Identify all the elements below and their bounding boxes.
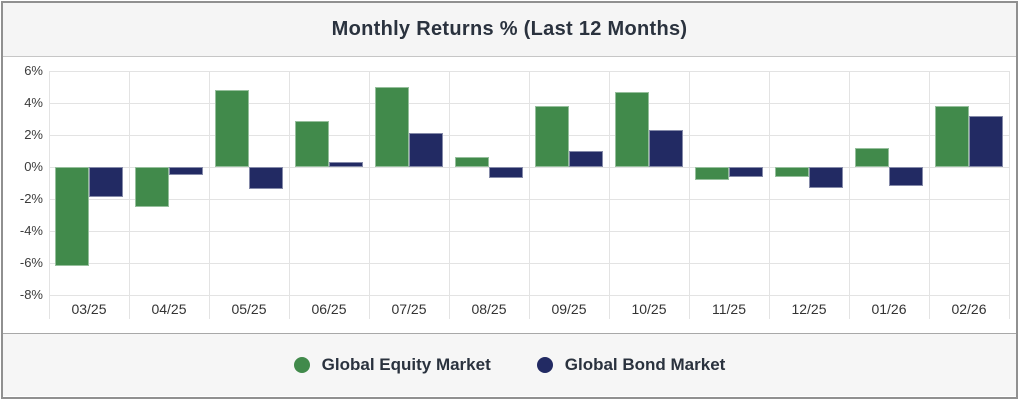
bar-bond — [969, 115, 1003, 167]
bar-bond — [889, 167, 923, 187]
y-axis-label: 0% — [24, 159, 43, 174]
x-axis-label: 05/25 — [231, 301, 267, 317]
chart-legend: Global Equity Market Global Bond Market — [3, 333, 1016, 396]
x-axis-label: 10/25 — [631, 301, 667, 317]
x-axis-label: 08/25 — [471, 301, 507, 317]
y-axis-label: 6% — [24, 63, 43, 78]
bar-bond — [409, 133, 443, 167]
bar-equity — [295, 120, 329, 167]
gridline-vertical — [449, 71, 450, 319]
bar-bond — [569, 151, 603, 167]
x-axis-label: 04/25 — [151, 301, 187, 317]
gridline-vertical — [689, 71, 690, 319]
bar-bond — [809, 167, 843, 188]
gridline-vertical — [529, 71, 530, 319]
x-axis-label: 01/26 — [871, 301, 907, 317]
bar-equity — [935, 106, 969, 167]
bar-bond — [329, 162, 363, 167]
gridline-vertical — [369, 71, 370, 319]
gridline-vertical — [1009, 71, 1010, 319]
bar-equity — [455, 157, 489, 167]
gridline-vertical — [209, 71, 210, 319]
gridline-vertical — [49, 71, 50, 319]
bar-bond — [169, 167, 203, 175]
bar-equity — [135, 167, 169, 207]
bar-equity — [855, 147, 889, 167]
y-axis-label: 4% — [24, 95, 43, 110]
y-axis-label: -6% — [19, 255, 43, 270]
chart-card: Monthly Returns % (Last 12 Months) 6% 4% 2… — [1, 1, 1018, 399]
bar-equity — [375, 87, 409, 167]
x-axis-label: 09/25 — [551, 301, 587, 317]
bar-bond — [489, 167, 523, 179]
chart-region: 6% 4% 2% 0% -2% -4% -6% -8% 03/25 04/25 05/25 06/25… — [3, 57, 1016, 333]
chart-title: Monthly Returns % (Last 12 Months) — [331, 18, 688, 40]
y-axis-label: -8% — [19, 287, 43, 302]
x-axis-label: 12/25 — [791, 301, 827, 317]
equity-legend-swatch-icon — [293, 357, 310, 373]
chart-header: Monthly Returns % (Last 12 Months) — [3, 3, 1016, 57]
gridline-vertical — [609, 71, 610, 319]
bar-equity — [695, 167, 729, 180]
gridline-vertical — [129, 71, 130, 319]
gridline-vertical — [769, 71, 770, 319]
gridline-vertical — [929, 71, 930, 319]
gridline-vertical — [849, 71, 850, 319]
x-axis-label: 02/26 — [951, 301, 987, 317]
x-axis-label: 07/25 — [391, 301, 427, 317]
y-axis-label: -2% — [19, 191, 43, 206]
bar-equity — [215, 90, 249, 167]
bar-bond — [249, 167, 283, 190]
y-axis-label: 2% — [24, 127, 43, 142]
gridline-vertical — [289, 71, 290, 319]
bar-bond — [89, 167, 123, 198]
y-axis-label: -4% — [19, 223, 43, 238]
bar-bond — [729, 167, 763, 177]
legend-label-bond: Global Bond Market — [564, 355, 726, 374]
bar-equity — [55, 167, 89, 267]
legend-item-equity[interactable]: Global Equity Market — [293, 355, 491, 375]
x-axis-label: 06/25 — [311, 301, 347, 317]
bar-equity — [535, 106, 569, 167]
bar-bond — [649, 130, 683, 167]
bar-equity — [615, 91, 649, 167]
bond-legend-swatch-icon — [536, 357, 553, 373]
legend-item-bond[interactable]: Global Bond Market — [536, 355, 726, 375]
x-axis-label: 03/25 — [71, 301, 107, 317]
bar-equity — [775, 167, 809, 177]
x-axis-label: 11/25 — [712, 301, 746, 317]
legend-label-equity: Global Equity Market — [321, 355, 491, 374]
